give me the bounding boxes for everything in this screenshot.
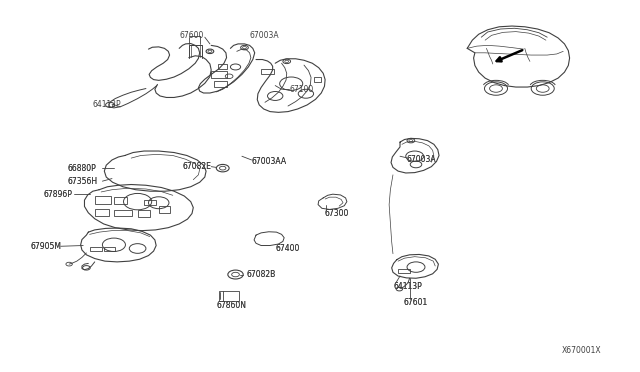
Text: 67905M: 67905M	[31, 242, 61, 251]
Text: 67896P: 67896P	[44, 190, 72, 199]
Text: 67400: 67400	[275, 244, 300, 253]
Text: 67003A: 67003A	[406, 155, 436, 164]
Bar	[95, 196, 111, 204]
Bar	[261, 69, 274, 74]
Text: 67860N: 67860N	[216, 301, 246, 310]
Text: 64113P: 64113P	[394, 282, 422, 291]
Text: X670001X: X670001X	[562, 346, 602, 355]
Text: 67082B: 67082B	[246, 270, 276, 279]
Bar	[144, 200, 156, 205]
Text: 67003AA: 67003AA	[252, 157, 287, 166]
Text: 67905M: 67905M	[31, 242, 61, 251]
Text: 66880P: 66880P	[67, 164, 96, 173]
Text: 64112P: 64112P	[93, 100, 122, 109]
Text: 64113P: 64113P	[394, 282, 422, 291]
Bar	[114, 197, 127, 204]
Bar	[104, 247, 115, 251]
Text: 67300: 67300	[324, 209, 349, 218]
Text: 67896P: 67896P	[44, 190, 72, 199]
Text: 67400: 67400	[275, 244, 300, 253]
Bar	[218, 64, 227, 69]
Bar	[214, 81, 227, 87]
Text: 66880P: 66880P	[67, 164, 96, 173]
Bar	[398, 269, 410, 273]
Bar	[219, 291, 239, 301]
Bar	[159, 206, 170, 213]
Text: 67003AA: 67003AA	[252, 157, 287, 166]
Text: 67600: 67600	[179, 31, 204, 40]
Text: 67082E: 67082E	[182, 162, 211, 171]
Bar	[95, 209, 109, 216]
Text: 67356H: 67356H	[67, 177, 97, 186]
Text: 67356H: 67356H	[67, 177, 97, 186]
Bar	[114, 210, 132, 216]
Bar	[90, 247, 102, 251]
Text: 67601: 67601	[403, 298, 428, 307]
Text: 67082E: 67082E	[182, 162, 211, 171]
Text: 67003A: 67003A	[406, 155, 436, 164]
Text: 67100: 67100	[289, 85, 314, 94]
Bar	[138, 210, 150, 217]
Text: 67003A: 67003A	[250, 31, 279, 40]
Text: 67601: 67601	[403, 298, 428, 307]
Text: 67860N: 67860N	[216, 301, 246, 310]
Text: 67300: 67300	[324, 209, 349, 218]
Bar	[314, 77, 321, 82]
Bar	[211, 71, 227, 78]
Text: 67082B: 67082B	[246, 270, 276, 279]
